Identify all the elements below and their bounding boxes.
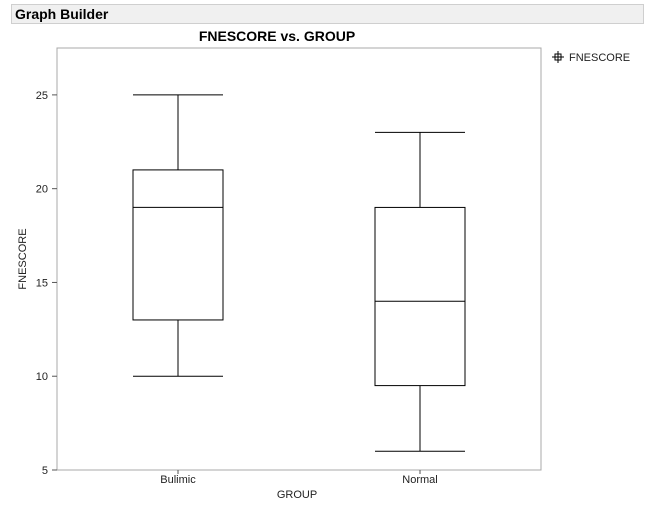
graph-builder-titlebar: Graph Builder	[11, 4, 644, 24]
y-tick-label: 15	[36, 277, 48, 289]
legend: FNESCORE	[552, 51, 630, 64]
window-title: Graph Builder	[15, 6, 109, 22]
y-tick-label: 25	[36, 90, 48, 102]
legend-box-icon	[552, 51, 564, 63]
box-bulimic	[132, 94, 224, 377]
y-tick-label: 5	[42, 465, 48, 477]
iqr-box	[374, 206, 466, 387]
legend-label: FNESCORE	[569, 52, 630, 64]
x-axis-label: GROUP	[277, 489, 317, 501]
y-tick-label: 20	[36, 184, 48, 196]
plot-frame	[56, 47, 542, 471]
chart-title: FNESCORE vs. GROUP	[199, 28, 355, 44]
x-tick-label: Bulimic	[160, 474, 196, 486]
x-tick-label: Normal	[402, 474, 437, 486]
y-axis-label: FNESCORE	[17, 228, 29, 289]
y-tick-label: 10	[36, 371, 48, 383]
box-normal	[374, 131, 466, 452]
iqr-box	[132, 169, 224, 321]
